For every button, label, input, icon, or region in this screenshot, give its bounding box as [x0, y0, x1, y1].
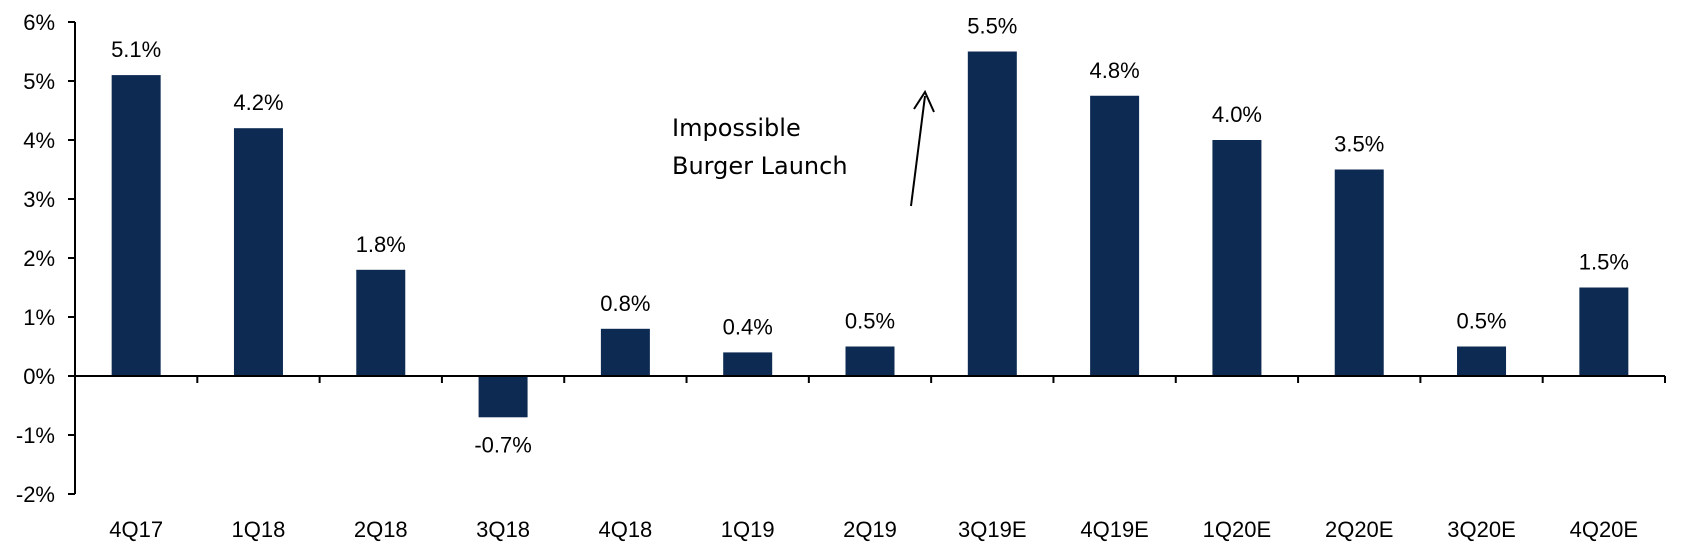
y-tick-label: 3%: [23, 187, 55, 212]
data-label: 5.1%: [111, 37, 161, 62]
x-category-label: 3Q18: [476, 517, 530, 542]
y-tick-label: 5%: [23, 69, 55, 94]
bars-group: [111, 51, 1629, 418]
x-category-label: 4Q18: [598, 517, 652, 542]
x-category-label: 2Q20E: [1325, 517, 1394, 542]
y-axis: -2% -1% 0% 1% 2% 3% 4% 5% 6%: [16, 10, 76, 507]
data-label: 5.5%: [967, 14, 1017, 39]
data-label: 4.0%: [1212, 102, 1262, 127]
data-label: 1.8%: [356, 232, 406, 257]
x-axis: 4Q17 1Q18 2Q18 3Q18 4Q18 1Q19 2Q19 3Q19E 4Q19E 1Q…: [74, 375, 1666, 542]
x-category-label: 1Q19: [721, 517, 775, 542]
annotation-arrow: [910, 95, 926, 207]
y-tick-label: 4%: [23, 128, 55, 153]
data-label: 3.5%: [1334, 132, 1384, 157]
bar: [356, 269, 406, 376]
x-category-label: 3Q20E: [1447, 517, 1516, 542]
bar: [967, 51, 1017, 376]
x-category-label: 1Q20E: [1203, 517, 1272, 542]
bar: [723, 352, 773, 376]
bar: [1090, 95, 1140, 376]
bar: [111, 75, 161, 376]
x-category-label: 4Q20E: [1570, 517, 1639, 542]
bar: [1334, 169, 1384, 376]
data-label: 0.4%: [723, 314, 773, 339]
annotation-line-2: Burger Launch: [672, 152, 848, 180]
bar: [1457, 346, 1507, 376]
x-category-label: 1Q18: [232, 517, 286, 542]
bar: [600, 328, 650, 376]
bar: [478, 376, 528, 418]
bar: [845, 346, 895, 376]
annotation-arrowhead: [913, 89, 935, 113]
x-category-label: 4Q17: [109, 517, 163, 542]
annotation-line-1: Impossible: [672, 114, 801, 142]
data-label: 4.8%: [1090, 58, 1140, 83]
bar: [233, 128, 283, 376]
data-label: 0.5%: [845, 309, 895, 334]
data-label: 4.2%: [233, 90, 283, 115]
data-label: 0.8%: [600, 291, 650, 316]
bar: [1212, 140, 1262, 376]
data-label: 1.5%: [1579, 250, 1629, 275]
x-category-label: 2Q19: [843, 517, 897, 542]
data-label: -0.7%: [474, 432, 531, 457]
y-tick-label: 6%: [23, 10, 55, 35]
annotation-group: Impossible Burger Launch: [672, 89, 935, 207]
data-label: 0.5%: [1456, 309, 1506, 334]
x-category-label: 2Q18: [354, 517, 408, 542]
y-tick-label: -1%: [16, 423, 55, 448]
x-category-label: 3Q19E: [958, 517, 1027, 542]
y-tick-label: -2%: [16, 482, 55, 507]
x-category-label: 4Q19E: [1080, 517, 1149, 542]
data-labels-group: 5.1% 4.2% 1.8% -0.7% 0.8% 0.4% 0.5% 5.5% 4.8% 4.0…: [111, 14, 1629, 458]
y-tick-label: 2%: [23, 246, 55, 271]
y-tick-label: 1%: [23, 305, 55, 330]
bar: [1579, 287, 1629, 376]
y-tick-label: 0%: [23, 364, 55, 389]
